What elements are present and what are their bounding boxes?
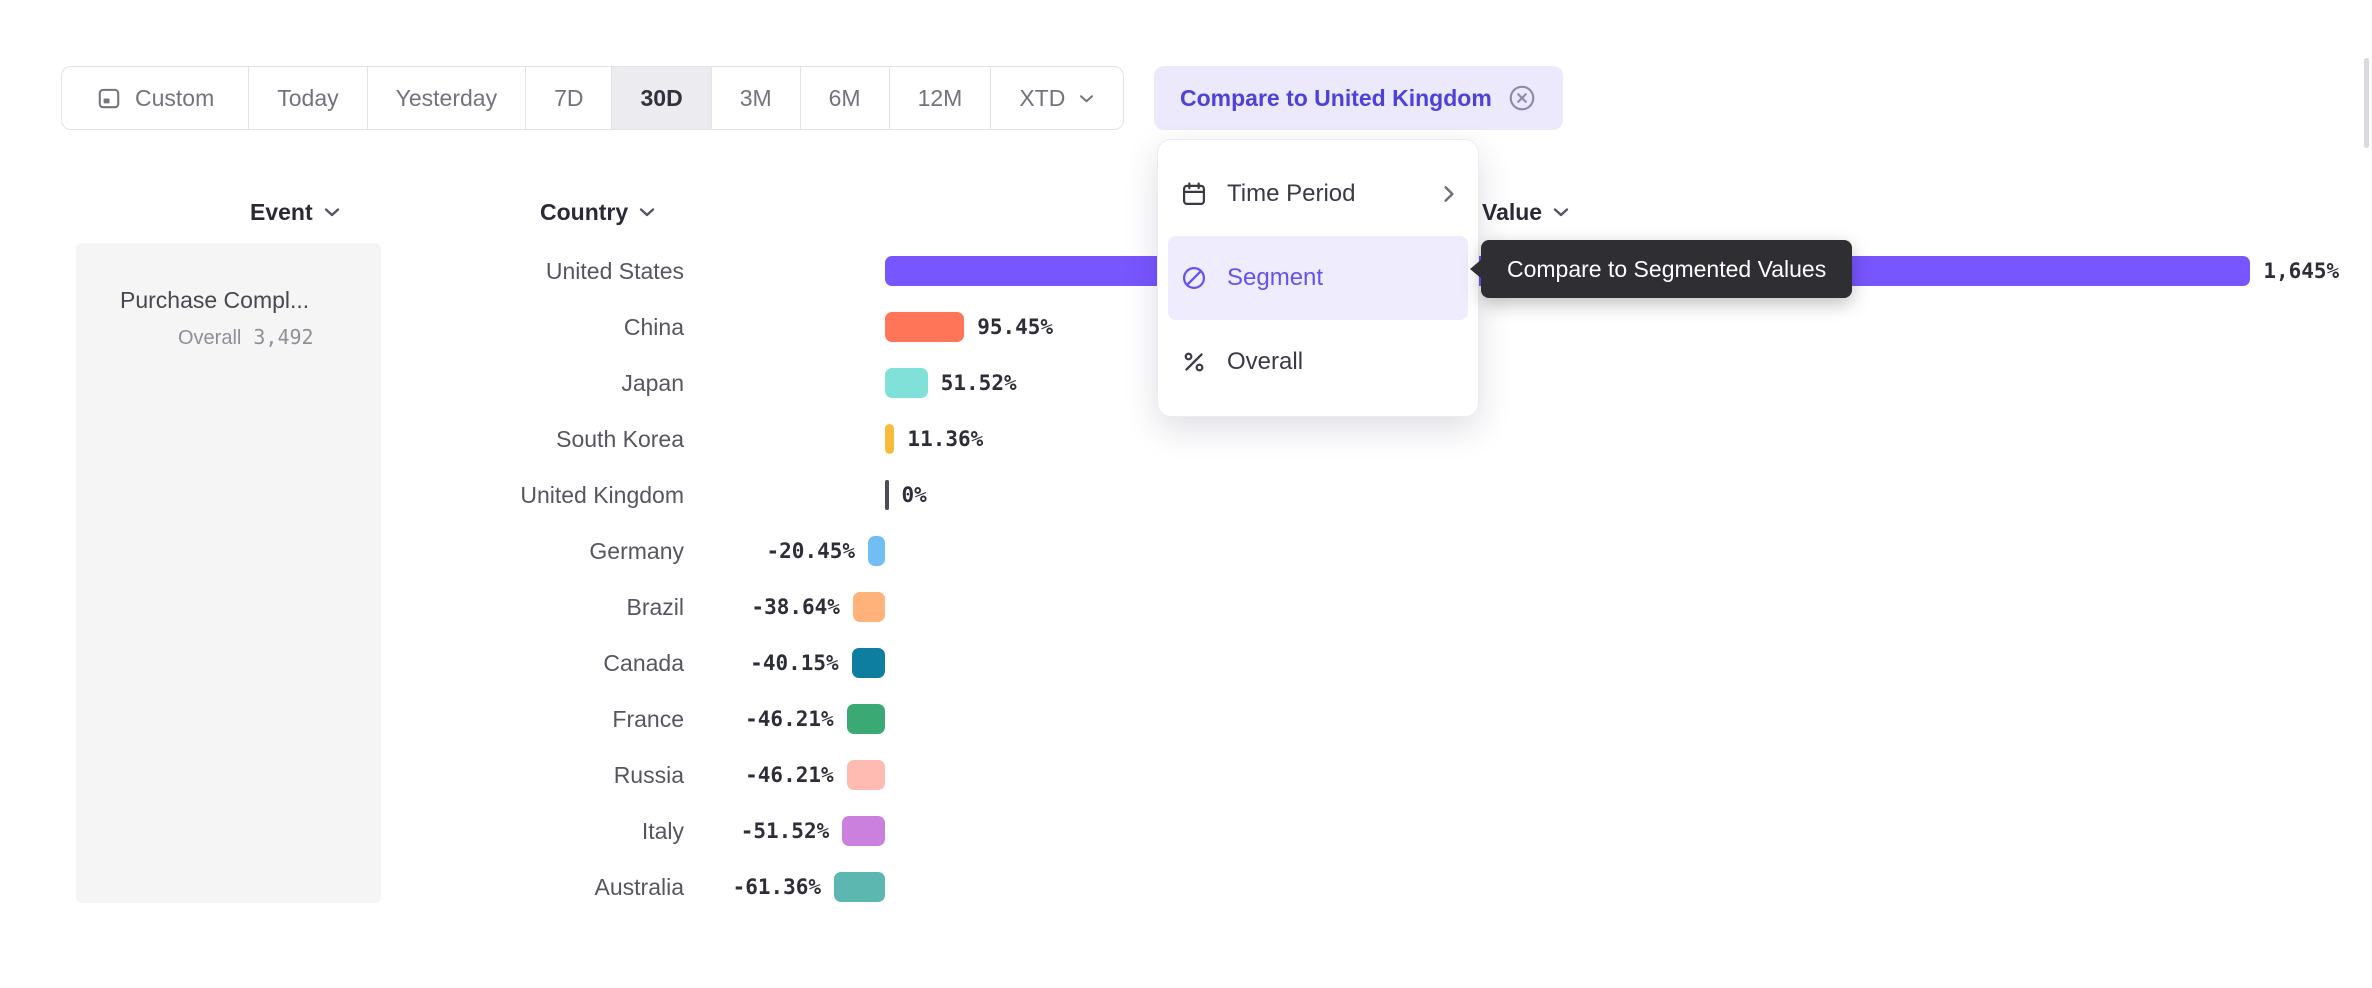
date-range-toolbar: Custom Today Yesterday 7D 30D 3M 6M 12M … bbox=[61, 66, 1125, 130]
overall-count: 3,492 bbox=[253, 325, 314, 349]
country-label: United Kingdom bbox=[520, 482, 684, 508]
column-header-label: Country bbox=[540, 198, 629, 225]
column-header-event[interactable]: Event bbox=[250, 196, 341, 228]
preset-label: Yesterday bbox=[395, 84, 498, 111]
bar[interactable] bbox=[885, 368, 928, 398]
calendar-icon bbox=[1180, 180, 1208, 208]
column-header-country[interactable]: Country bbox=[540, 196, 656, 228]
preset-label: 7D bbox=[554, 84, 584, 111]
compare-chip[interactable]: Compare to United Kingdom bbox=[1154, 66, 1563, 130]
country-label: United States bbox=[545, 258, 684, 284]
value-label: -51.52% bbox=[740, 819, 830, 843]
country-label: Japan bbox=[621, 370, 684, 396]
calendar-range-icon bbox=[96, 85, 122, 111]
xtd-button[interactable]: XTD bbox=[991, 67, 1123, 129]
bar[interactable] bbox=[834, 872, 885, 902]
value-label: 0% bbox=[901, 483, 927, 507]
country-label: Canada bbox=[603, 650, 684, 676]
preset-12m-button[interactable]: 12M bbox=[890, 67, 992, 129]
country-label: Germany bbox=[589, 538, 684, 564]
preset-30d-button[interactable]: 30D bbox=[612, 67, 712, 129]
value-label: -46.21% bbox=[745, 763, 834, 787]
circle-x-icon[interactable] bbox=[1507, 83, 1537, 113]
chevron-down-icon bbox=[1552, 206, 1570, 218]
menu-item-label: Time Period bbox=[1227, 180, 1356, 207]
column-header-value[interactable]: Value bbox=[1482, 196, 1570, 228]
bar[interactable] bbox=[885, 424, 895, 454]
bar[interactable] bbox=[852, 592, 885, 622]
value-label: 1,645% bbox=[2263, 259, 2340, 283]
event-title: Purchase Compl... bbox=[120, 287, 310, 313]
xtd-label: XTD bbox=[1019, 84, 1066, 111]
bar[interactable] bbox=[846, 760, 885, 790]
value-label: 11.36% bbox=[907, 427, 984, 451]
preset-label: 12M bbox=[917, 84, 963, 111]
menu-item-label: Segment bbox=[1227, 264, 1324, 291]
chevron-down-icon bbox=[1078, 93, 1095, 104]
preset-label: Today bbox=[277, 84, 339, 111]
value-label: -20.45% bbox=[766, 539, 856, 563]
event-cell[interactable]: Purchase Compl... Overall 3,492 bbox=[76, 243, 381, 903]
tooltip-text: Compare to Segmented Values bbox=[1507, 255, 1827, 282]
bar[interactable] bbox=[842, 816, 885, 846]
menu-item-overall[interactable]: Overall bbox=[1158, 320, 1478, 404]
custom-range-label: Custom bbox=[135, 84, 215, 111]
value-label: 51.52% bbox=[940, 371, 1017, 395]
country-label: China bbox=[623, 314, 684, 340]
tooltip: Compare to Segmented Values bbox=[1481, 240, 1853, 298]
preset-6m-button[interactable]: 6M bbox=[801, 67, 890, 129]
segment-icon bbox=[1180, 264, 1208, 292]
menu-item-time-period[interactable]: Time Period bbox=[1158, 152, 1478, 236]
preset-label: 6M bbox=[828, 84, 861, 111]
chevron-down-icon bbox=[638, 206, 656, 218]
compare-dropdown-menu: Time Period Segment Overall bbox=[1157, 139, 1479, 417]
value-label: -46.21% bbox=[745, 707, 834, 731]
bar[interactable] bbox=[851, 648, 885, 678]
chevron-down-icon bbox=[323, 206, 341, 218]
value-label: 95.45% bbox=[977, 315, 1054, 339]
percent-icon bbox=[1180, 348, 1208, 376]
country-label: France bbox=[612, 706, 684, 732]
value-label: -38.64% bbox=[751, 595, 840, 619]
country-label: Russia bbox=[613, 762, 684, 788]
preset-today-button[interactable]: Today bbox=[249, 67, 368, 129]
country-label: South Korea bbox=[556, 426, 684, 452]
preset-3m-button[interactable]: 3M bbox=[712, 67, 801, 129]
preset-label: 30D bbox=[640, 84, 683, 111]
column-header-label: Value bbox=[1482, 198, 1543, 225]
column-header-label: Event bbox=[250, 198, 313, 225]
preset-7d-button[interactable]: 7D bbox=[526, 67, 613, 129]
menu-item-label: Overall bbox=[1227, 348, 1304, 375]
bar[interactable] bbox=[868, 536, 885, 566]
value-label: -40.15% bbox=[750, 651, 839, 675]
custom-range-button[interactable]: Custom bbox=[62, 67, 250, 129]
preset-label: 3M bbox=[739, 84, 772, 111]
bar[interactable] bbox=[846, 704, 885, 734]
bar[interactable] bbox=[885, 480, 889, 510]
compare-chip-label: Compare to United Kingdom bbox=[1180, 84, 1492, 111]
event-subtitle: Overall 3,492 bbox=[178, 325, 314, 350]
bar[interactable] bbox=[885, 312, 965, 342]
scrollbar[interactable] bbox=[2364, 58, 2369, 148]
country-label: Brazil bbox=[626, 594, 684, 620]
country-label: Australia bbox=[594, 874, 684, 900]
preset-yesterday-button[interactable]: Yesterday bbox=[368, 67, 527, 129]
value-label: -61.36% bbox=[732, 875, 822, 899]
country-label: Italy bbox=[641, 818, 684, 844]
overall-label: Overall bbox=[178, 327, 242, 349]
menu-item-segment[interactable]: Segment bbox=[1168, 236, 1468, 320]
chevron-right-icon bbox=[1442, 184, 1456, 204]
